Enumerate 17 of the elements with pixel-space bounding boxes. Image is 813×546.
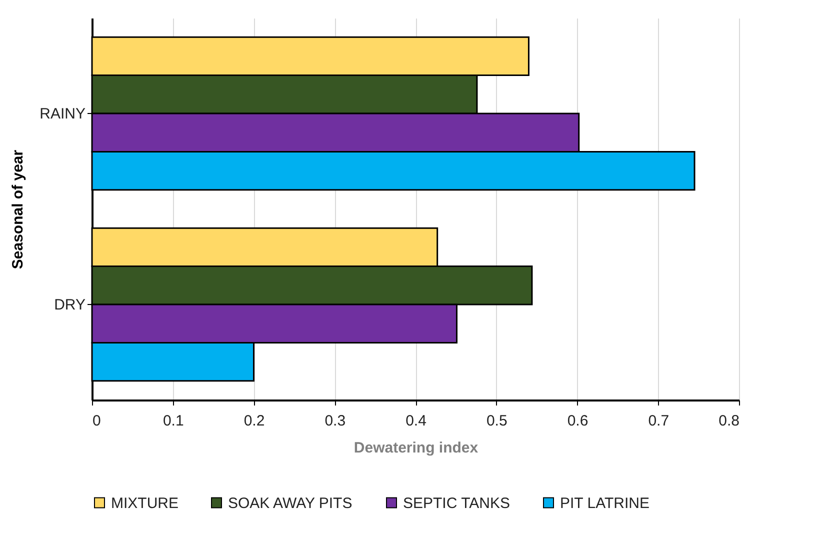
- y-tick-label: RAINY: [40, 106, 86, 122]
- x-tick-label: 0.2: [244, 412, 265, 430]
- x-tick-label: 0.3: [324, 412, 346, 430]
- x-tick-label: 0.7: [648, 412, 670, 430]
- legend-label: PIT LATRINE: [560, 494, 650, 512]
- y-axis-title: Seasonal of year: [10, 150, 27, 270]
- y-tick-label: DRY: [54, 296, 86, 314]
- legend-label: SOAK AWAY PITS: [228, 494, 352, 512]
- x-tick-label: 0.8: [718, 412, 740, 430]
- x-axis-title: Dewatering index: [354, 440, 479, 456]
- legend-label: MIXTURE: [111, 494, 178, 512]
- legend-label: SEPTIC TANKS: [403, 494, 510, 512]
- x-tick-label: 0.4: [406, 412, 426, 430]
- x-tick-label: 0.5: [486, 412, 508, 430]
- x-tick-label: 0.1: [162, 412, 184, 430]
- x-tick-label: 0.6: [567, 412, 588, 430]
- x-tick-label: 0: [92, 412, 101, 430]
